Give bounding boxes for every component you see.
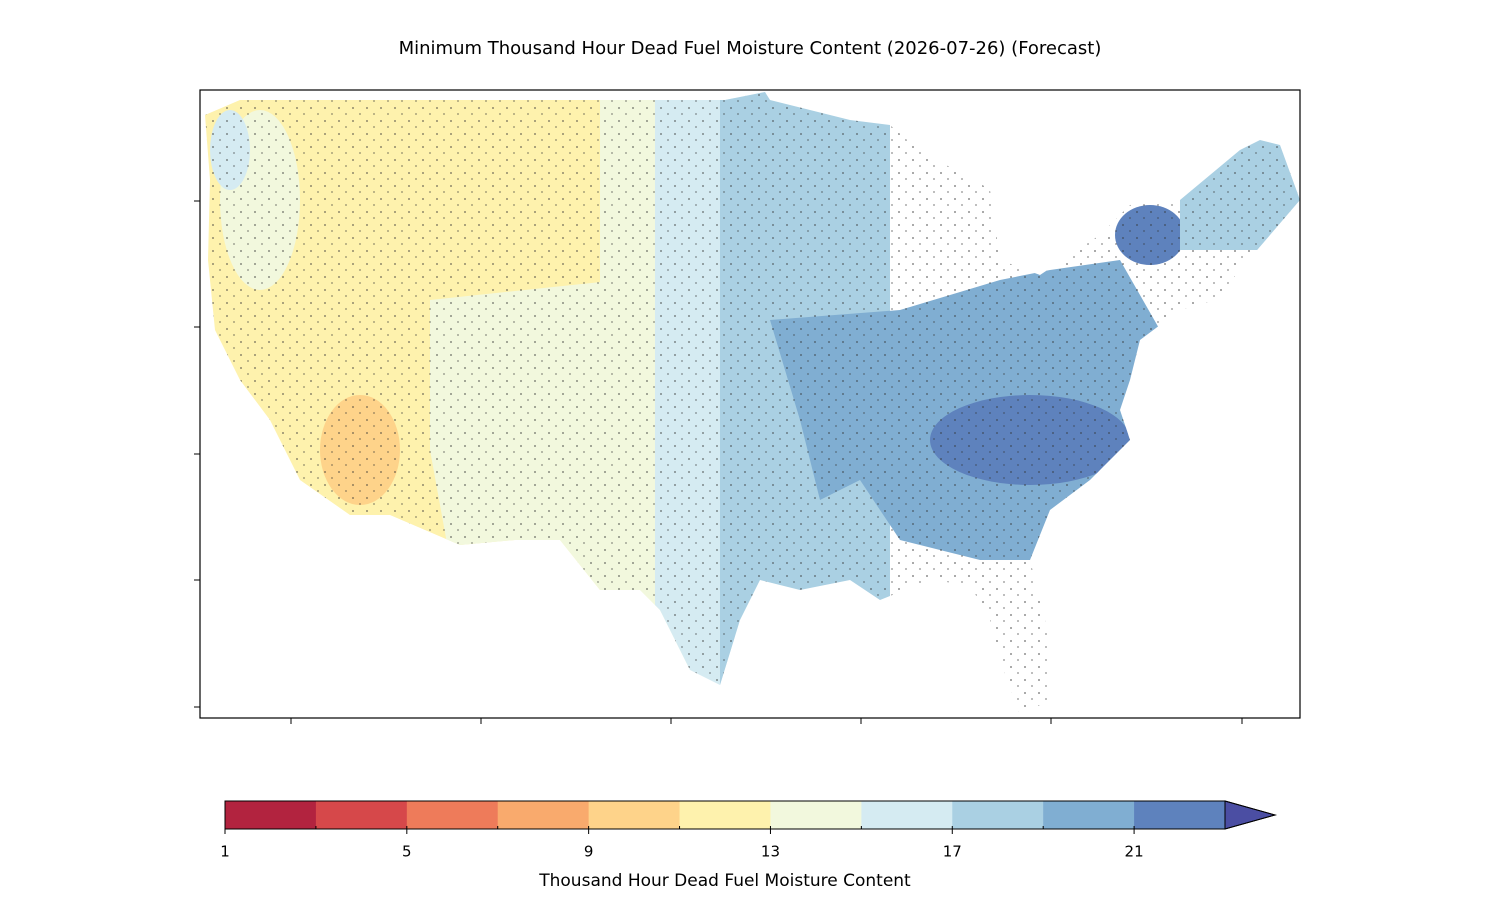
colorbar-segment — [497, 801, 590, 829]
map-frame — [199, 89, 1301, 719]
colorbar-tick-label: 9 — [584, 843, 594, 861]
colorbar-tick-label: 5 — [402, 843, 412, 861]
colorbar-segment — [861, 801, 953, 829]
colorbar-segment — [225, 801, 317, 829]
colorbar-tick-label: 13 — [761, 843, 780, 861]
colorbar-outline — [224, 800, 1277, 830]
colorbar-segment — [406, 801, 499, 829]
colorbar: 1 5 9 13 17 21 — [220, 800, 1277, 861]
colorbar-segment — [679, 801, 771, 829]
colorbar-tick-label: 17 — [943, 843, 962, 861]
colorbar-segment — [315, 801, 408, 829]
chart-title: Minimum Thousand Hour Dead Fuel Moisture… — [399, 38, 1102, 59]
colorbar-tick-label: 1 — [220, 843, 230, 861]
colorbar-segment — [952, 801, 1044, 829]
colorbar-label: Thousand Hour Dead Fuel Moisture Content — [538, 871, 911, 891]
colorbar-segment — [1043, 801, 1135, 829]
map-ticks — [194, 200, 1243, 724]
colorbar-segment — [1134, 801, 1226, 829]
colorbar-segment — [588, 801, 681, 829]
colorbar-tick-label: 21 — [1125, 843, 1144, 861]
colorbar-extend — [1224, 800, 1277, 830]
colorbar-segment — [770, 801, 862, 829]
map-fill — [205, 92, 1300, 715]
